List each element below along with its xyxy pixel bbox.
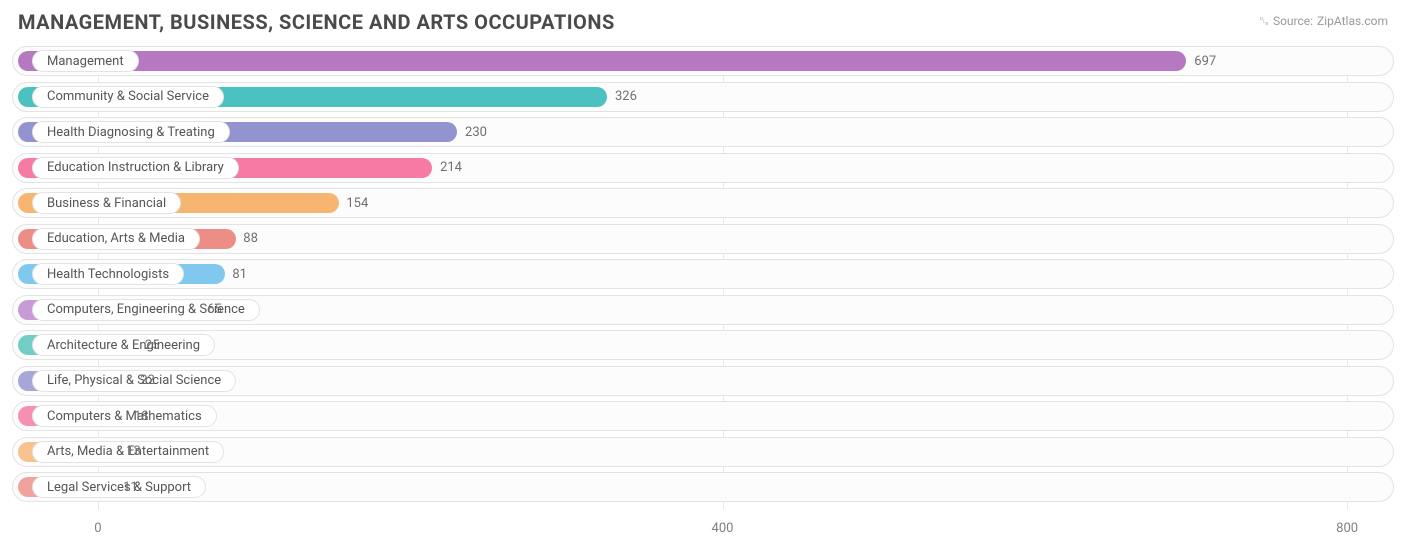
bar-value: 154 bbox=[338, 188, 368, 218]
bar-value: 214 bbox=[432, 153, 462, 183]
bar-row: Computers & Mathematics18 bbox=[12, 401, 1394, 431]
bar-value: 65 bbox=[199, 295, 222, 325]
bar-row: Health Technologists 81 bbox=[12, 259, 1394, 289]
bar-row: Management 697 bbox=[12, 46, 1394, 76]
source-icon: ␐ bbox=[1259, 15, 1269, 27]
bar-row: Computers, Engineering & Science65 bbox=[12, 295, 1394, 325]
bar-label: Architecture & Engineering bbox=[32, 334, 215, 356]
bar-row: Business & Financial 154 bbox=[12, 188, 1394, 218]
chart-title: MANAGEMENT, BUSINESS, SCIENCE AND ARTS O… bbox=[18, 10, 615, 34]
bar-label: Computers & Mathematics bbox=[32, 405, 217, 427]
bar-track bbox=[12, 472, 1394, 502]
x-tick-label: 400 bbox=[712, 521, 734, 536]
bar-row: Community & Social Service 326 bbox=[12, 82, 1394, 112]
bar-value: 697 bbox=[1186, 46, 1216, 76]
bar-row: Health Diagnosing & Treating 230 bbox=[12, 117, 1394, 147]
bar-label: Management bbox=[32, 50, 139, 72]
bar-track bbox=[12, 224, 1394, 254]
bar-label: Business & Financial bbox=[32, 192, 181, 214]
bar-label: Health Diagnosing & Treating bbox=[32, 121, 230, 143]
bar-value: 18 bbox=[126, 401, 149, 431]
bar-fill bbox=[18, 51, 1186, 71]
source-prefix: Source: bbox=[1273, 14, 1313, 28]
bar-label: Health Technologists bbox=[32, 263, 184, 285]
plot-area: 0 400 800 Management 697 Community & Social S… bbox=[12, 46, 1394, 536]
bar-track bbox=[12, 330, 1394, 360]
bar-row: Architecture & Engineering25 bbox=[12, 330, 1394, 360]
bar-track bbox=[12, 259, 1394, 289]
bar-label: Education Instruction & Library bbox=[32, 157, 239, 179]
bar-value: 11 bbox=[115, 472, 138, 502]
bar-value: 25 bbox=[137, 330, 160, 360]
bar-value: 13 bbox=[118, 437, 141, 467]
bar-value: 81 bbox=[224, 259, 247, 289]
bar-value: 88 bbox=[235, 224, 258, 254]
bar-track bbox=[12, 188, 1394, 218]
bar-row: Education, Arts & Media 88 bbox=[12, 224, 1394, 254]
bar-row: Life, Physical & Social Science22 bbox=[12, 366, 1394, 396]
title-row: MANAGEMENT, BUSINESS, SCIENCE AND ARTS O… bbox=[12, 10, 1394, 34]
bar-value: 326 bbox=[607, 82, 637, 112]
bar-value: 230 bbox=[457, 117, 487, 147]
bar-label: Computers, Engineering & Science bbox=[32, 299, 260, 321]
bar-track bbox=[12, 401, 1394, 431]
bar-value: 22 bbox=[132, 366, 155, 396]
chart-container: MANAGEMENT, BUSINESS, SCIENCE AND ARTS O… bbox=[0, 0, 1406, 559]
bar-row: Education Instruction & Library 214 bbox=[12, 153, 1394, 183]
bar-label: Education, Arts & Media bbox=[32, 228, 200, 250]
bars-group: Management 697 Community & Social Service 3… bbox=[12, 46, 1394, 502]
bar-label: Community & Social Service bbox=[32, 86, 224, 108]
source-name: ZipAtlas.com bbox=[1317, 14, 1388, 28]
bar-row: Arts, Media & Entertainment13 bbox=[12, 437, 1394, 467]
x-tick-label: 800 bbox=[1336, 521, 1358, 536]
source-attribution: ␐ Source: ZipAtlas.com bbox=[1259, 10, 1388, 28]
x-tick-label: 0 bbox=[94, 521, 101, 536]
bar-row: Legal Services & Support11 bbox=[12, 472, 1394, 502]
